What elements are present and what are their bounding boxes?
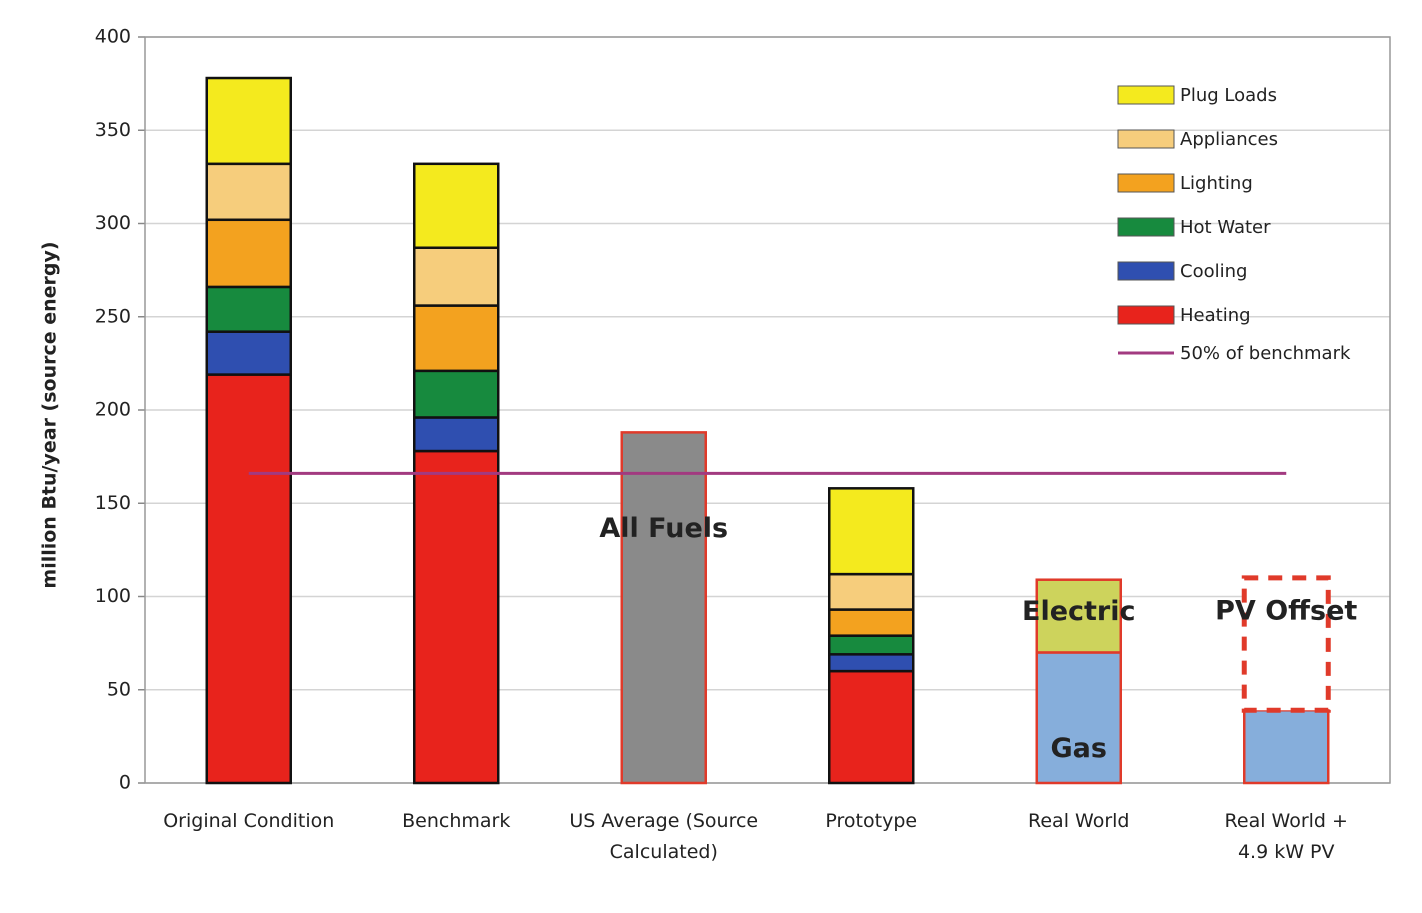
y-tick-label: 50 — [107, 678, 131, 700]
segment-label: Electric — [1022, 596, 1136, 627]
legend-swatch — [1117, 85, 1175, 105]
x-tick-label: Real World — [1028, 810, 1130, 832]
bar-segment — [1035, 578, 1122, 654]
bar-segment — [205, 285, 292, 333]
legend-label: Plug Loads — [1180, 85, 1277, 106]
legend-swatch — [1117, 217, 1175, 237]
bar-segment — [205, 373, 292, 785]
legend-label: Heating — [1180, 305, 1251, 326]
y-tick-label: 0 — [119, 772, 131, 794]
x-tick-label: Real World + 4.9 kW PV — [1224, 810, 1348, 863]
bar-segment — [205, 162, 292, 222]
x-tick-label: US Average (Source Calculated) — [569, 810, 759, 863]
legend-swatch — [1117, 129, 1175, 149]
bar-segment — [828, 653, 915, 673]
bar-segment — [828, 634, 915, 656]
y-tick-label: 250 — [95, 305, 131, 327]
legend-label: Appliances — [1180, 129, 1278, 150]
bar-segment — [620, 431, 707, 785]
y-tick-label: 300 — [95, 212, 131, 234]
segment-label: All Fuels — [599, 513, 728, 544]
legend-swatch — [1117, 261, 1175, 281]
bar-segment — [413, 162, 500, 249]
x-tick-label: Prototype — [825, 810, 918, 832]
x-tick-label: Benchmark — [402, 810, 511, 832]
bar-segment — [205, 218, 292, 289]
bar-segment — [205, 76, 292, 166]
legend-swatch — [1117, 305, 1175, 325]
bar-segment — [828, 572, 915, 611]
legend-label: Cooling — [1180, 261, 1247, 282]
bar-segment — [828, 487, 915, 576]
bar-segment — [413, 304, 500, 373]
bar-segment — [1243, 709, 1330, 785]
plot-border — [144, 36, 1391, 784]
legend-swatch — [1117, 173, 1175, 193]
bar-segment — [205, 330, 292, 376]
y-tick-label: 350 — [95, 119, 131, 141]
y-axis-label: million Btu/year (source energy) — [39, 241, 61, 588]
y-tick-label: 200 — [95, 399, 131, 421]
y-tick-label: 400 — [95, 26, 131, 48]
bar-segment — [413, 416, 500, 453]
legend-label: 50% of benchmark — [1180, 343, 1351, 364]
legend-label: Hot Water — [1180, 217, 1271, 238]
bar-segment — [413, 369, 500, 419]
bar-segment — [828, 608, 915, 637]
legend-label: Lighting — [1180, 173, 1253, 194]
bar-segment — [413, 246, 500, 307]
y-tick-label: 150 — [95, 492, 131, 514]
bar-segment — [413, 449, 500, 785]
segment-label: PV Offset — [1215, 595, 1357, 626]
bar-segment — [1241, 575, 1331, 713]
segment-label: Gas — [1051, 733, 1107, 764]
bar-segment — [828, 669, 915, 785]
y-tick-label: 100 — [95, 585, 131, 607]
x-tick-label: Original Condition — [163, 810, 335, 832]
